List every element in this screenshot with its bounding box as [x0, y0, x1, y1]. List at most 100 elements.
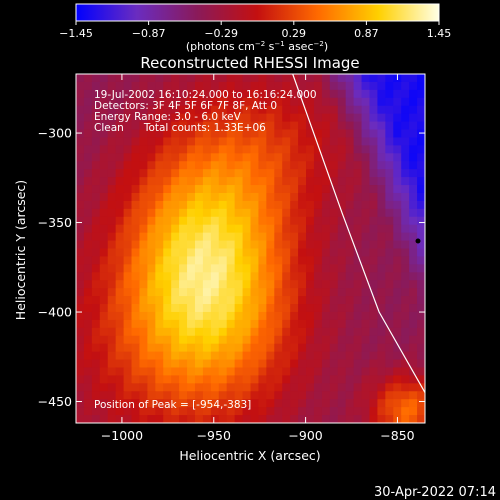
- heatmap-cell: [163, 192, 172, 202]
- heatmap-cell: [385, 81, 394, 91]
- heatmap-cell: [345, 185, 355, 194]
- heatmap-cell: [83, 89, 93, 99]
- heatmap-cell: [377, 383, 386, 392]
- heatmap-cell: [361, 304, 371, 313]
- heatmap-cell: [353, 145, 363, 154]
- heatmap-cell: [345, 304, 355, 313]
- heatmap-cell: [76, 399, 85, 408]
- heatmap-cell: [385, 161, 394, 170]
- heatmap-cell: [107, 296, 117, 305]
- heatmap-cell: [163, 343, 172, 353]
- heatmap-cell: [115, 113, 125, 123]
- heatmap-cell: [353, 89, 363, 99]
- heatmap-cell: [210, 391, 220, 400]
- heatmap-cell: [99, 351, 109, 361]
- heatmap-cell: [282, 208, 291, 218]
- heatmap-cell: [353, 105, 363, 115]
- heatmap-cell: [417, 216, 425, 226]
- heatmap-cell: [329, 74, 339, 83]
- heatmap-cell: [202, 375, 212, 384]
- heatmap-cell: [409, 319, 418, 329]
- heatmap-cell: [258, 208, 267, 218]
- heatmap-cell: [329, 351, 339, 361]
- heatmap-cell: [226, 256, 236, 265]
- heatmap-cell: [313, 272, 323, 281]
- heatmap-cell: [147, 264, 156, 273]
- heatmap-cell: [202, 169, 212, 178]
- heatmap-cell: [210, 304, 220, 313]
- heatmap-cell: [337, 161, 347, 170]
- heatmap-cell: [401, 145, 410, 154]
- heatmap-cell: [409, 216, 418, 226]
- heatmap-cell: [258, 161, 267, 170]
- heatmap-cell: [163, 327, 172, 337]
- heatmap-cell: [377, 208, 386, 218]
- heatmap-cell: [155, 74, 164, 83]
- heatmap-cell: [274, 161, 283, 170]
- heatmap-cell: [385, 304, 394, 313]
- heatmap-cell: [147, 375, 156, 384]
- heatmap-cell: [131, 375, 141, 384]
- heatmap-cell: [187, 383, 196, 392]
- heatmap-cell: [337, 216, 347, 226]
- heatmap-cell: [329, 113, 339, 123]
- heatmap-cell: [274, 224, 283, 234]
- heatmap-cell: [76, 407, 85, 416]
- heatmap-cell: [401, 192, 410, 202]
- heatmap-cell: [179, 216, 188, 226]
- heatmap-cell: [155, 208, 164, 218]
- colorbar-unit-label: (photons cm−2 s−1 asec−2): [186, 40, 328, 53]
- heatmap-cell: [234, 288, 244, 297]
- heatmap-cell: [218, 153, 228, 162]
- heatmap-cell: [123, 224, 133, 234]
- heatmap-cell: [131, 185, 141, 194]
- heatmap-cell: [194, 383, 204, 392]
- heatmap-cell: [274, 375, 283, 384]
- heatmap-cell: [345, 296, 355, 305]
- heatmap-cell: [266, 351, 275, 361]
- heatmap-cell: [361, 264, 371, 273]
- heatmap-cell: [282, 391, 291, 400]
- heatmap-cell: [345, 335, 355, 345]
- heatmap-cell: [107, 121, 117, 131]
- heatmap-cell: [234, 113, 244, 123]
- heatmap-cell: [163, 407, 172, 416]
- heatmap-cell: [321, 208, 331, 218]
- heatmap-cell: [409, 391, 418, 400]
- heatmap-cell: [290, 177, 299, 186]
- heatmap-cell: [76, 169, 85, 178]
- annotation-detectors: Detectors: 3F 4F 5F 6F 7F 8F, Att 0: [94, 100, 277, 112]
- heatmap-cell: [321, 399, 331, 408]
- heatmap-cell: [401, 327, 410, 337]
- heatmap-cell: [107, 169, 117, 178]
- heatmap-cell: [155, 153, 164, 162]
- heatmap-cell: [99, 129, 109, 139]
- heatmap-cell: [234, 415, 244, 423]
- heatmap-cell: [393, 105, 402, 115]
- heatmap-cell: [369, 415, 379, 423]
- heatmap-cell: [115, 319, 125, 329]
- heatmap-cell: [179, 272, 188, 281]
- heatmap-cell: [290, 248, 299, 258]
- heatmap-cell: [306, 319, 315, 329]
- heatmap-cell: [115, 153, 125, 162]
- heatmap-cell: [353, 169, 363, 178]
- heatmap-cell: [202, 280, 212, 289]
- heatmap-cell: [377, 121, 386, 131]
- heatmap-cell: [361, 296, 371, 305]
- heatmap-cell: [385, 248, 394, 258]
- heatmap-cell: [218, 200, 228, 210]
- heatmap-cell: [377, 415, 386, 423]
- heatmap-cell: [329, 177, 339, 186]
- heatmap-cell: [353, 351, 363, 361]
- heatmap-cell: [329, 153, 339, 162]
- heatmap-cell: [337, 97, 347, 107]
- heatmap-cell: [258, 232, 267, 242]
- heatmap-cell: [290, 383, 299, 392]
- heatmap-cell: [171, 137, 180, 146]
- heatmap-cell: [306, 359, 315, 369]
- heatmap-cell: [361, 145, 371, 154]
- heatmap-cell: [306, 375, 315, 384]
- y-tick-label: −300: [38, 126, 72, 141]
- heatmap-cell: [242, 343, 252, 353]
